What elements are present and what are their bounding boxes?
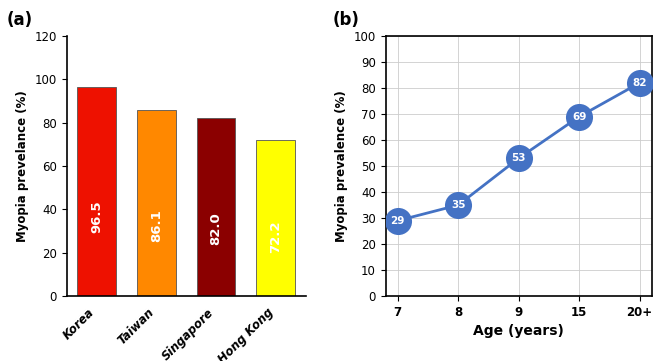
Y-axis label: Myopia prevelance (%): Myopia prevelance (%) [16, 90, 29, 242]
Point [513, 155, 524, 161]
Text: 82.0: 82.0 [209, 212, 223, 245]
Text: 53: 53 [511, 153, 526, 163]
Text: 69: 69 [572, 112, 587, 122]
Text: 96.5: 96.5 [90, 200, 103, 233]
Bar [256, 140, 295, 296]
X-axis label: Age (years): Age (years) [473, 324, 564, 338]
Point [574, 114, 585, 119]
Text: (b): (b) [332, 11, 359, 29]
Bar [77, 87, 116, 296]
Text: 29: 29 [390, 216, 405, 226]
Text: 86.1: 86.1 [150, 209, 163, 242]
Text: 82: 82 [632, 78, 647, 88]
Point [392, 218, 403, 223]
Y-axis label: Myopia prevalence (%): Myopia prevalence (%) [335, 90, 348, 242]
Point [453, 202, 464, 208]
Point [634, 80, 645, 86]
Text: 72.2: 72.2 [269, 220, 282, 253]
Text: (a): (a) [7, 11, 33, 29]
Bar [197, 118, 235, 296]
Bar [137, 109, 176, 296]
Text: 35: 35 [451, 200, 465, 210]
